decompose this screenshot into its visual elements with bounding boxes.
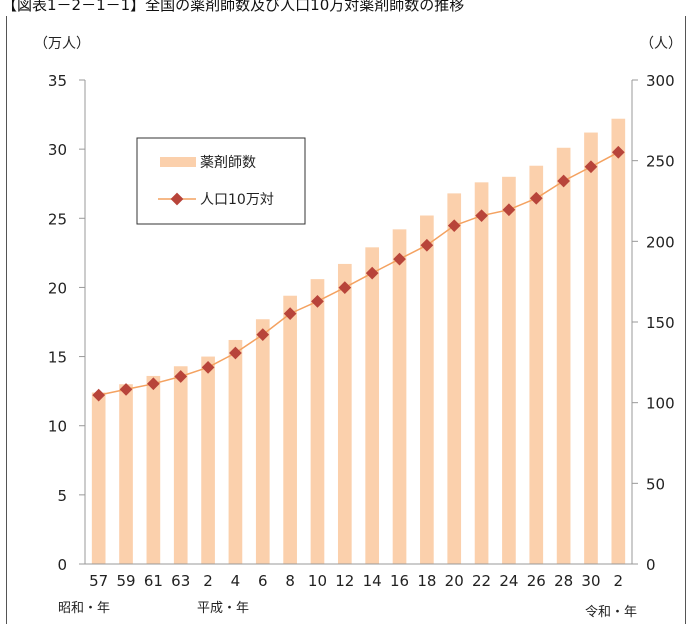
line-marker (283, 307, 297, 320)
left-tick-label: 15 (48, 349, 67, 367)
legend-label-line: 人口10万対 (200, 192, 274, 208)
right-tick-label: 200 (646, 233, 675, 251)
bar (337, 263, 352, 564)
line-marker (475, 209, 488, 223)
bar (447, 193, 462, 564)
bar (502, 176, 516, 565)
bar (173, 366, 188, 564)
right-tick-label: 300 (646, 72, 675, 90)
line-marker (229, 346, 242, 360)
bar (310, 279, 325, 564)
right-tick-label: 0 (646, 556, 656, 574)
line-marker (147, 377, 160, 391)
legend-swatch-bar (160, 157, 196, 167)
x-tick-label: 18 (417, 572, 436, 590)
right-tick-label: 250 (646, 153, 675, 171)
left-tick-label: 0 (57, 556, 67, 574)
bar (611, 118, 626, 564)
bar (529, 165, 544, 565)
left-tick-label: 5 (57, 487, 67, 505)
x-tick-label: 2 (203, 572, 213, 590)
x-tick-label: 26 (527, 572, 546, 590)
right-tick-label: 50 (646, 475, 665, 493)
line-marker (420, 238, 434, 252)
x-axis: 57 59 61 63 2 4 6 8 10 12 14 16 18 20 22 24 26 28 30 2 (89, 572, 623, 590)
line-marker (311, 294, 324, 308)
x-tick-label: 4 (231, 572, 241, 590)
bar-series (85, 118, 632, 565)
x-tick-label: 14 (363, 572, 382, 590)
bar (119, 384, 133, 564)
chart-frame (6, 16, 686, 624)
left-tick-label: 10 (48, 418, 67, 436)
x-tick-label: 61 (144, 572, 163, 590)
right-tick-label: 150 (646, 314, 675, 332)
line-marker (365, 266, 379, 280)
x-tick-label: 63 (171, 572, 190, 590)
bar (420, 215, 434, 564)
x-tick-label: 8 (285, 572, 295, 590)
left-tick-label: 20 (48, 279, 67, 297)
bar (283, 295, 297, 564)
left-axis-unit: （万人） (34, 36, 90, 52)
legend-label-bar: 薬剤師数 (200, 155, 256, 171)
line-marker (201, 360, 215, 374)
x-tick-label: 2 (614, 572, 624, 590)
right-axis-unit: （人） (640, 36, 682, 52)
bar (584, 132, 598, 564)
bar (255, 319, 270, 564)
bar (228, 339, 243, 564)
bar (474, 182, 489, 564)
left-tick-label: 30 (48, 141, 67, 159)
x-tick-label: 30 (581, 572, 600, 590)
era-label-showa: 昭和・年 (58, 601, 110, 616)
bar (556, 147, 571, 564)
line-marker (338, 281, 352, 294)
era-label-reiwa: 令和・年 (585, 605, 637, 620)
bar (146, 375, 161, 564)
legend-swatch-marker (170, 192, 184, 206)
x-tick-label: 10 (308, 572, 327, 590)
line-marker (119, 383, 133, 396)
bar (201, 356, 215, 564)
legend: 薬剤師数 人口10万対 (136, 137, 306, 225)
x-tick-label: 28 (554, 572, 573, 590)
x-tick-label: 20 (445, 572, 464, 590)
legend-box (136, 137, 306, 225)
page-title: 【図表1－2－1－1】全国の薬剤師数及び人口10万対薬剤師数の推移 (2, 0, 465, 14)
left-axis: 0 5 10 15 20 25 30 35 (48, 72, 86, 574)
line-marker (92, 388, 106, 402)
era-label-heisei: 平成・年 (197, 601, 249, 616)
line-marker (447, 219, 461, 233)
x-tick-label: 6 (258, 572, 268, 590)
right-axis: 0 50 100 150 200 250 300 (631, 72, 675, 574)
bar (392, 229, 407, 564)
line-marker (174, 370, 188, 383)
x-tick-label: 22 (472, 572, 491, 590)
x-tick-label: 59 (116, 572, 135, 590)
bar (365, 247, 380, 564)
x-tick-label: 12 (335, 572, 354, 590)
x-tick-label: 57 (89, 572, 108, 590)
right-tick-label: 100 (646, 395, 675, 413)
x-tick-label: 16 (390, 572, 409, 590)
x-tick-label: 24 (499, 572, 518, 590)
left-tick-label: 25 (48, 210, 67, 228)
bar (91, 392, 106, 564)
line-marker (256, 328, 270, 341)
left-tick-label: 35 (48, 72, 67, 90)
